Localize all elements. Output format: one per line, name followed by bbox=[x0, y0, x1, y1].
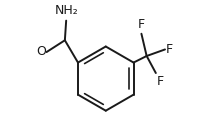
Text: O: O bbox=[36, 45, 46, 58]
Text: NH₂: NH₂ bbox=[54, 4, 78, 17]
Text: F: F bbox=[138, 18, 145, 31]
Text: F: F bbox=[166, 43, 173, 56]
Text: F: F bbox=[157, 75, 164, 88]
